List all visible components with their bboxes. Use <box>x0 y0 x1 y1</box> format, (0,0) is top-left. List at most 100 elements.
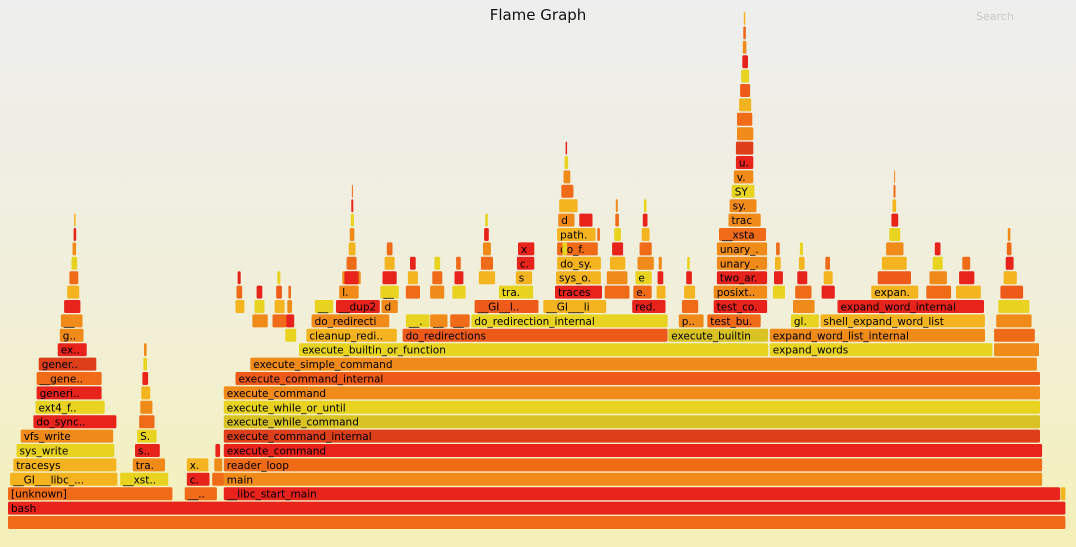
flame-frame-box[interactable] <box>795 285 812 299</box>
flame-frame[interactable] <box>798 256 805 270</box>
flame-frame[interactable] <box>643 199 647 213</box>
flame-frame-box[interactable] <box>223 472 1043 486</box>
flame-frame-box[interactable] <box>139 415 155 429</box>
flame-frame[interactable]: do_sync.. <box>33 415 117 429</box>
flame-frame[interactable]: expand_words <box>769 343 993 357</box>
flame-frame-box[interactable] <box>994 343 1039 357</box>
flame-frame[interactable]: gener.. <box>38 357 97 372</box>
flame-frame-box[interactable] <box>557 242 598 256</box>
flame-frame[interactable] <box>561 184 574 198</box>
flame-frame[interactable]: [unknown] <box>8 487 173 501</box>
flame-frame-box[interactable] <box>35 400 105 414</box>
flame-frame[interactable]: bash <box>8 501 1066 515</box>
flame-frame-box[interactable] <box>774 271 783 285</box>
flame-frame-box[interactable] <box>604 285 630 299</box>
flame-frame-box[interactable] <box>877 271 911 285</box>
flame-frame[interactable]: d <box>381 300 398 314</box>
flame-frame[interactable] <box>286 314 295 328</box>
flame-frame[interactable] <box>1006 242 1012 256</box>
flame-frame[interactable]: do_sy. <box>557 256 601 271</box>
flame-frame-box[interactable] <box>287 300 292 313</box>
flame-frame-box[interactable] <box>790 314 819 328</box>
flame-frame-box[interactable] <box>407 271 418 285</box>
flame-frame-box[interactable] <box>235 300 245 313</box>
flame-frame[interactable]: two_ar. <box>716 271 768 285</box>
flame-frame[interactable] <box>656 285 666 299</box>
flame-frame-box[interactable] <box>597 228 600 241</box>
flame-frame[interactable] <box>793 300 815 313</box>
flame-frame[interactable] <box>141 386 151 400</box>
flame-frame[interactable] <box>144 343 147 357</box>
flame-frame-box[interactable] <box>823 271 833 285</box>
flame-frame[interactable] <box>1000 285 1024 299</box>
flame-frame[interactable] <box>485 213 488 227</box>
flame-frame-box[interactable] <box>713 285 768 299</box>
flame-frame-box[interactable] <box>742 55 748 69</box>
flame-frame[interactable] <box>772 285 785 299</box>
flame-frame-box[interactable] <box>339 285 359 299</box>
flame-frame[interactable]: do_redirecti <box>311 314 390 328</box>
flame-frame-box[interactable] <box>793 300 815 313</box>
flame-frame-box[interactable] <box>350 213 354 227</box>
flame-frame-box[interactable] <box>716 256 768 270</box>
flame-frame-box[interactable] <box>484 228 489 241</box>
flame-frame[interactable] <box>559 199 578 213</box>
flame-frame-box[interactable] <box>450 314 470 328</box>
flame-frame-box[interactable] <box>483 242 491 256</box>
flame-frame-box[interactable] <box>485 213 488 227</box>
flame-frame[interactable]: test_co. <box>713 300 768 314</box>
flame-frame-box[interactable] <box>707 314 761 328</box>
flame-frame[interactable] <box>1003 271 1017 285</box>
flame-frame[interactable] <box>564 156 569 169</box>
flame-frame-box[interactable] <box>71 256 78 270</box>
flame-frame-box[interactable] <box>557 228 596 241</box>
flame-frame-box[interactable] <box>615 199 618 213</box>
flame-frame-box[interactable] <box>410 256 416 270</box>
flame-frame-box[interactable] <box>36 386 102 400</box>
flame-frame[interactable] <box>351 184 353 198</box>
flame-frame[interactable] <box>71 256 78 270</box>
flame-frame[interactable] <box>775 256 781 270</box>
flame-frame[interactable] <box>1007 228 1011 241</box>
flame-frame-box[interactable] <box>256 285 263 299</box>
flame-frame[interactable] <box>956 285 981 299</box>
flame-frame[interactable]: tra. <box>132 458 165 472</box>
flame-frame[interactable] <box>658 256 662 270</box>
flame-frame-box[interactable] <box>223 415 1041 429</box>
flame-frame[interactable] <box>894 170 896 184</box>
flame-frame-box[interactable] <box>579 213 593 227</box>
flame-frame[interactable] <box>743 12 746 25</box>
flame-frame-box[interactable] <box>543 300 607 313</box>
flame-frame[interactable]: S. <box>137 429 157 444</box>
flame-frame[interactable]: execute_command_internal <box>223 429 1041 444</box>
flame-frame-box[interactable] <box>657 271 664 285</box>
flame-frame-box[interactable] <box>606 271 628 285</box>
flame-frame-box[interactable] <box>381 300 398 313</box>
flame-frame-box[interactable] <box>686 271 692 285</box>
flame-frame[interactable]: x. <box>186 458 209 472</box>
flame-frame-box[interactable] <box>881 256 907 270</box>
flame-frame[interactable] <box>606 271 628 285</box>
flame-frame-box[interactable] <box>223 429 1041 443</box>
flame-frame-box[interactable] <box>894 170 896 184</box>
flame-frame-box[interactable] <box>820 314 985 328</box>
flame-frame-box[interactable] <box>871 285 919 299</box>
flame-frame[interactable] <box>639 242 652 256</box>
flame-frame-box[interactable] <box>8 501 1066 515</box>
flame-frame[interactable] <box>597 228 600 241</box>
flame-frame-box[interactable] <box>735 141 754 155</box>
flame-frame[interactable]: gl. <box>790 314 819 328</box>
flame-frame[interactable] <box>288 285 291 299</box>
flame-frame-box[interactable] <box>737 127 754 141</box>
flame-frame-box[interactable] <box>72 242 77 256</box>
flame-frame[interactable] <box>67 285 80 299</box>
flame-frame-box[interactable] <box>346 256 357 270</box>
flame-frame-box[interactable] <box>135 444 160 457</box>
flame-frame[interactable] <box>795 285 812 299</box>
flame-frame-box[interactable] <box>254 300 265 313</box>
flame-frame-box[interactable] <box>252 314 268 328</box>
flame-frame[interactable] <box>739 98 752 112</box>
flame-frame[interactable] <box>740 84 751 97</box>
flame-frame[interactable]: __libc_start_main <box>223 487 1061 501</box>
flame-frame[interactable] <box>382 271 397 285</box>
